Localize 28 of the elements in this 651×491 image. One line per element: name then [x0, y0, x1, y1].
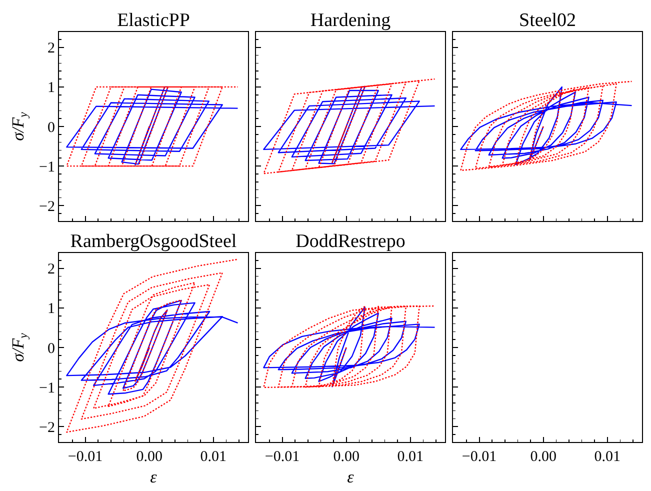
y-tick-label: −2	[39, 420, 55, 436]
y-tick-label: −1	[39, 380, 55, 396]
x-axis-title: ε	[347, 467, 354, 486]
y-tick-label: −1	[39, 159, 55, 176]
y-tick-label: 0	[48, 120, 55, 136]
y-tick-label: 2	[48, 262, 55, 278]
y-tick-label: 0	[48, 340, 55, 357]
chart-title: DoddRestrepo	[296, 231, 406, 252]
line-series	[66, 300, 238, 395]
y-tick-label: 1	[48, 80, 55, 96]
y-tick-label: −2	[39, 198, 55, 215]
x-tick-label: −0.01	[264, 449, 300, 465]
line-series	[66, 258, 238, 433]
x-tick-label: 0.00	[333, 449, 360, 465]
x-tick-label: 0.00	[136, 449, 162, 465]
x-tick-label: 0.00	[530, 449, 556, 465]
chart-title: RambergOsgoodSteel	[70, 231, 237, 252]
x-tick-label: 0.01	[397, 449, 424, 465]
chart-title: Hardening	[310, 10, 392, 31]
chart-title: Steel02	[519, 10, 576, 31]
x-tick-label: −0.01	[462, 449, 497, 465]
chart-title: ElasticPP	[117, 10, 190, 31]
x-tick-label: −0.01	[68, 449, 103, 465]
x-tick-label: 0.01	[200, 449, 227, 465]
y-tick-label: 1	[48, 301, 55, 318]
x-tick-label: 0.01	[594, 449, 621, 465]
y-tick-label: 2	[48, 40, 55, 57]
x-axis-title: ε	[150, 467, 158, 486]
